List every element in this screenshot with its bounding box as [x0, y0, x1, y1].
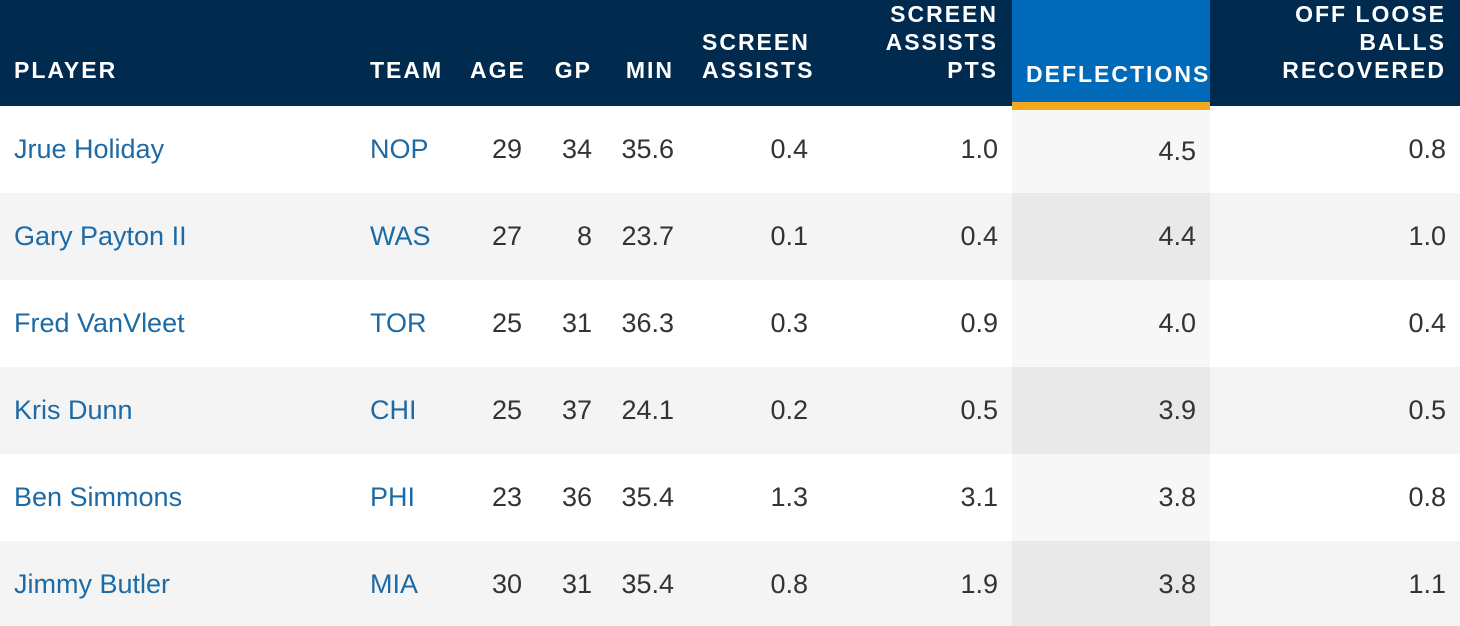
screen-assists-pts-cell: 3.1: [960, 482, 998, 512]
player-cell: Jimmy Butler: [0, 541, 356, 626]
gp-cell: 31: [561, 308, 592, 338]
header-row: PLAYER TEAM AGE GP MIN SCREEN ASSISTS SC…: [0, 0, 1460, 110]
age-cell: 30: [456, 541, 536, 626]
min-cell: 35.4: [606, 541, 688, 626]
screen-assists-cell: 0.3: [770, 308, 808, 338]
team-link[interactable]: NOP: [370, 134, 429, 164]
screen-assists-pts-cell: 1.0: [960, 134, 998, 164]
age-cell: 25: [491, 308, 522, 338]
player-link[interactable]: Ben Simmons: [14, 482, 183, 512]
gp-cell: 34: [561, 134, 592, 164]
off-loose-balls-recovered-cell: 0.8: [1408, 482, 1446, 512]
screen-assists-cell: 0.2: [688, 367, 822, 454]
screen-assists-pts-cell: 0.5: [822, 367, 1012, 454]
age-cell: 25: [456, 367, 536, 454]
gp-cell: 36: [561, 482, 592, 512]
team-cell: NOP: [356, 106, 456, 193]
screen-assists-cell: 0.1: [688, 193, 822, 280]
column-header-screen-assists[interactable]: SCREEN ASSISTS: [688, 0, 822, 106]
min-cell: 23.7: [606, 193, 688, 280]
team-cell: MIA: [356, 541, 456, 626]
gp-cell: 8: [536, 193, 606, 280]
table-row: Jrue Holiday NOP 29 34 35.6 0.4 1.0 4.5 …: [0, 106, 1460, 193]
table-row: Kris Dunn CHI 25 37 24.1 0.2 0.5 3.9 0.5: [0, 367, 1460, 454]
player-cell: Kris Dunn: [0, 367, 356, 454]
age-cell: 23: [491, 482, 522, 512]
min-cell: 35.4: [621, 482, 674, 512]
team-cell: PHI: [356, 454, 456, 541]
team-cell: TOR: [356, 280, 456, 367]
column-header-screen-assists-pts[interactable]: SCREEN ASSISTS PTS: [822, 0, 1012, 106]
deflections-cell: 3.8: [1012, 541, 1210, 626]
player-link[interactable]: Jrue Holiday: [14, 134, 165, 164]
table-row: Gary Payton II WAS 27 8 23.7 0.1 0.4 4.4…: [0, 193, 1460, 280]
player-cell: Ben Simmons: [0, 454, 356, 541]
deflections-cell: 3.9: [1012, 367, 1210, 454]
min-cell: 24.1: [606, 367, 688, 454]
deflections-cell: 4.4: [1012, 193, 1210, 280]
column-header-gp[interactable]: GP: [536, 0, 606, 106]
column-header-off-loose-balls-recovered[interactable]: OFF LOOSE BALLS RECOVERED: [1210, 0, 1460, 106]
screen-assists-cell: 0.8: [688, 541, 822, 626]
deflections-cell: 3.8: [1012, 454, 1210, 541]
column-header-age[interactable]: AGE: [456, 0, 536, 106]
column-header-player[interactable]: PLAYER: [0, 0, 356, 106]
team-cell: CHI: [356, 367, 456, 454]
table-header: PLAYER TEAM AGE GP MIN SCREEN ASSISTS SC…: [0, 0, 1460, 110]
team-link[interactable]: PHI: [370, 482, 416, 512]
column-header-deflections[interactable]: DEFLECTIONS: [1012, 0, 1210, 110]
deflections-cell: 4.0: [1012, 280, 1210, 367]
min-cell: 35.6: [621, 134, 674, 164]
age-cell: 27: [456, 193, 536, 280]
screen-assists-cell: 0.4: [770, 134, 808, 164]
off-loose-balls-recovered-cell: 0.8: [1408, 134, 1446, 164]
screen-assists-pts-cell: 1.9: [822, 541, 1012, 626]
min-cell: 36.3: [621, 308, 674, 338]
off-loose-balls-recovered-cell: 1.1: [1210, 541, 1460, 626]
player-link[interactable]: Jimmy Butler: [14, 569, 171, 599]
player-cell: Jrue Holiday: [0, 106, 356, 193]
off-loose-balls-recovered-cell: 1.0: [1210, 193, 1460, 280]
player-link[interactable]: Kris Dunn: [14, 395, 133, 425]
player-cell: Gary Payton II: [0, 193, 356, 280]
screen-assists-pts-cell: 0.4: [822, 193, 1012, 280]
table-row: Ben Simmons PHI 23 36 35.4 1.3 3.1 3.8 0…: [0, 454, 1460, 541]
gp-cell: 37: [536, 367, 606, 454]
team-link[interactable]: WAS: [370, 221, 431, 251]
column-header-min[interactable]: MIN: [606, 0, 688, 106]
deflections-cell: 4.5: [1012, 106, 1210, 193]
off-loose-balls-recovered-cell: 0.5: [1210, 367, 1460, 454]
screen-assists-pts-cell: 0.9: [960, 308, 998, 338]
team-link[interactable]: MIA: [370, 569, 419, 599]
team-cell: WAS: [356, 193, 456, 280]
player-link[interactable]: Fred VanVleet: [14, 308, 185, 338]
player-link[interactable]: Gary Payton II: [14, 221, 187, 251]
screen-assists-cell: 1.3: [770, 482, 808, 512]
team-link[interactable]: CHI: [370, 395, 417, 425]
table-body: Jrue Holiday NOP 29 34 35.6 0.4 1.0 4.5 …: [0, 106, 1460, 626]
column-header-team[interactable]: TEAM: [356, 0, 456, 106]
gp-cell: 31: [536, 541, 606, 626]
off-loose-balls-recovered-cell: 0.4: [1408, 308, 1446, 338]
team-link[interactable]: TOR: [370, 308, 427, 338]
player-cell: Fred VanVleet: [0, 280, 356, 367]
age-cell: 29: [491, 134, 522, 164]
table-row: Fred VanVleet TOR 25 31 36.3 0.3 0.9 4.0…: [0, 280, 1460, 367]
table-row: Jimmy Butler MIA 30 31 35.4 0.8 1.9 3.8 …: [0, 541, 1460, 626]
